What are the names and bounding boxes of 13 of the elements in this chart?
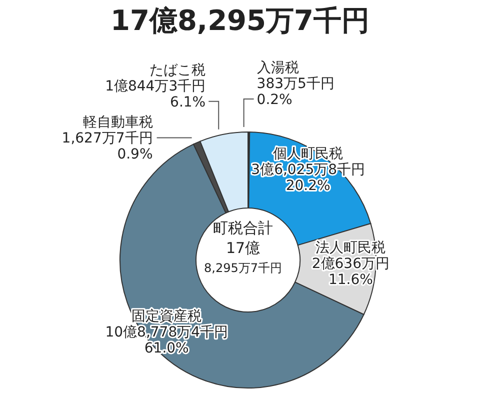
data-label: 3億6,025万8千円 20.2% (251, 162, 366, 194)
slice-label: たばこ税 (150, 62, 206, 78)
text: 17億 (226, 239, 260, 257)
data-label: 1億844万3千円 6.1% (105, 78, 206, 110)
data-label: 383万5千円 0.2% (256, 76, 334, 108)
text: 町税合計 (213, 219, 273, 237)
data-label: 1,627万7千円 0.9% (62, 130, 153, 163)
chart-title: 17億8,295万7千円 (109, 3, 370, 39)
slice-label: 軽自動車税 (82, 114, 153, 131)
text: 8,295万7千円 (204, 261, 282, 275)
slice-label: 入湯税 (256, 60, 299, 76)
data-label: 2億636万円 11.6% (312, 256, 390, 288)
slice-label: 固定資産税 (132, 308, 202, 324)
